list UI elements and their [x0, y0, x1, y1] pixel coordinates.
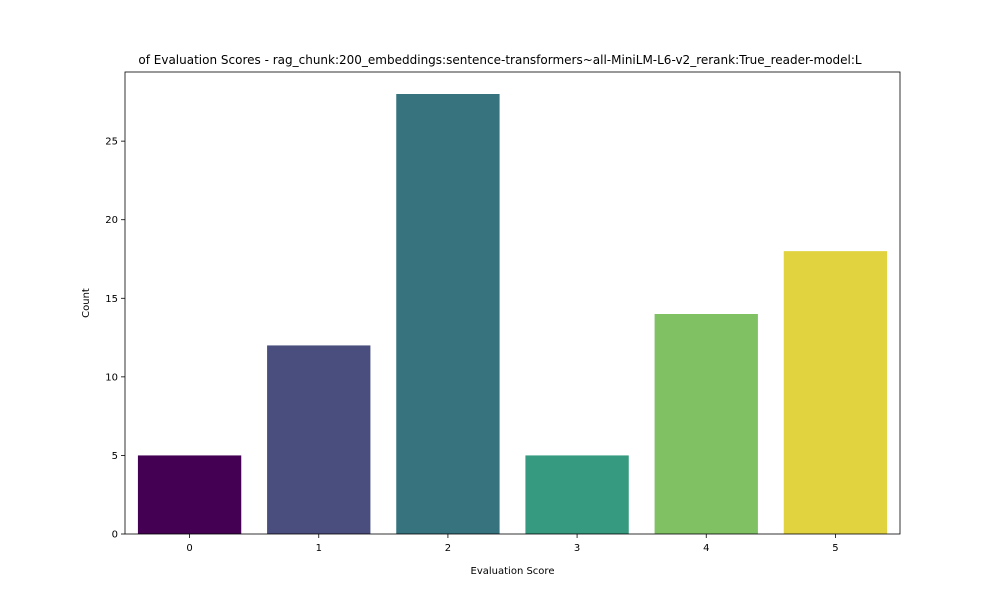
bar-score-4 [654, 314, 758, 534]
y-tick-label: 15 [105, 294, 118, 305]
x-axis-label: Evaluation Score [471, 566, 555, 577]
y-axis-label: Count [81, 288, 92, 318]
x-tick-label: 0 [186, 543, 192, 554]
bar-score-1 [267, 345, 371, 534]
x-tick-label: 4 [703, 543, 709, 554]
bar-score-0 [137, 455, 242, 534]
bars-layer [137, 94, 888, 534]
y-tick-label: 20 [105, 215, 118, 226]
y-axis-ticks: 0 5 10 15 20 25 [105, 137, 125, 541]
bar-score-3 [525, 455, 629, 534]
bar-score-5 [783, 251, 888, 534]
axes-layer [124, 71, 901, 535]
bar-score-2 [396, 94, 500, 534]
y-tick-label: 10 [105, 372, 118, 383]
y-tick-label: 25 [105, 137, 118, 148]
x-axis-ticks: 0 1 2 3 4 5 [186, 534, 839, 554]
chart-title: of Evaluation Scores - rag_chunk:200_emb… [138, 53, 862, 67]
y-tick-label: 0 [112, 530, 118, 541]
x-tick-label: 3 [574, 543, 580, 554]
x-tick-label: 1 [316, 543, 322, 554]
plot-frame [124, 71, 901, 535]
x-tick-label: 2 [445, 543, 451, 554]
x-tick-label: 5 [832, 543, 838, 554]
y-tick-label: 5 [112, 451, 118, 462]
